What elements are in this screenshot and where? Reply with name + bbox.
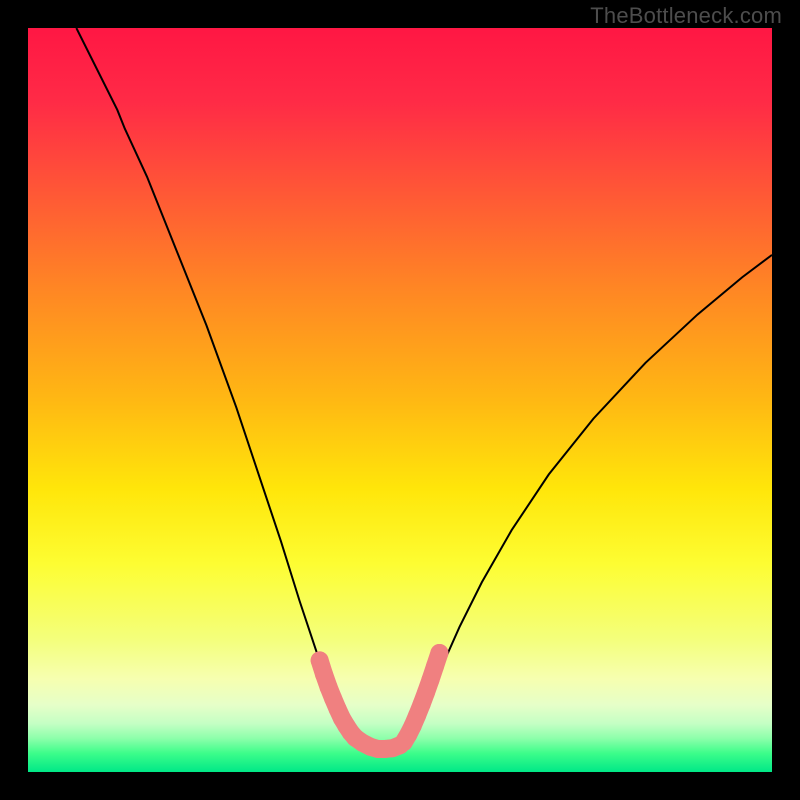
chart-root: TheBottleneck.com [0, 0, 800, 800]
plot-area-gradient [28, 28, 772, 772]
chart-svg [0, 0, 800, 800]
watermark-text: TheBottleneck.com [590, 3, 782, 29]
